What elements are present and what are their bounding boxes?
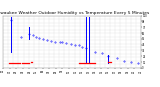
Title: Milwaukee Weather Outdoor Humidity vs Temperature Every 5 Minutes: Milwaukee Weather Outdoor Humidity vs Te… [0, 11, 150, 15]
